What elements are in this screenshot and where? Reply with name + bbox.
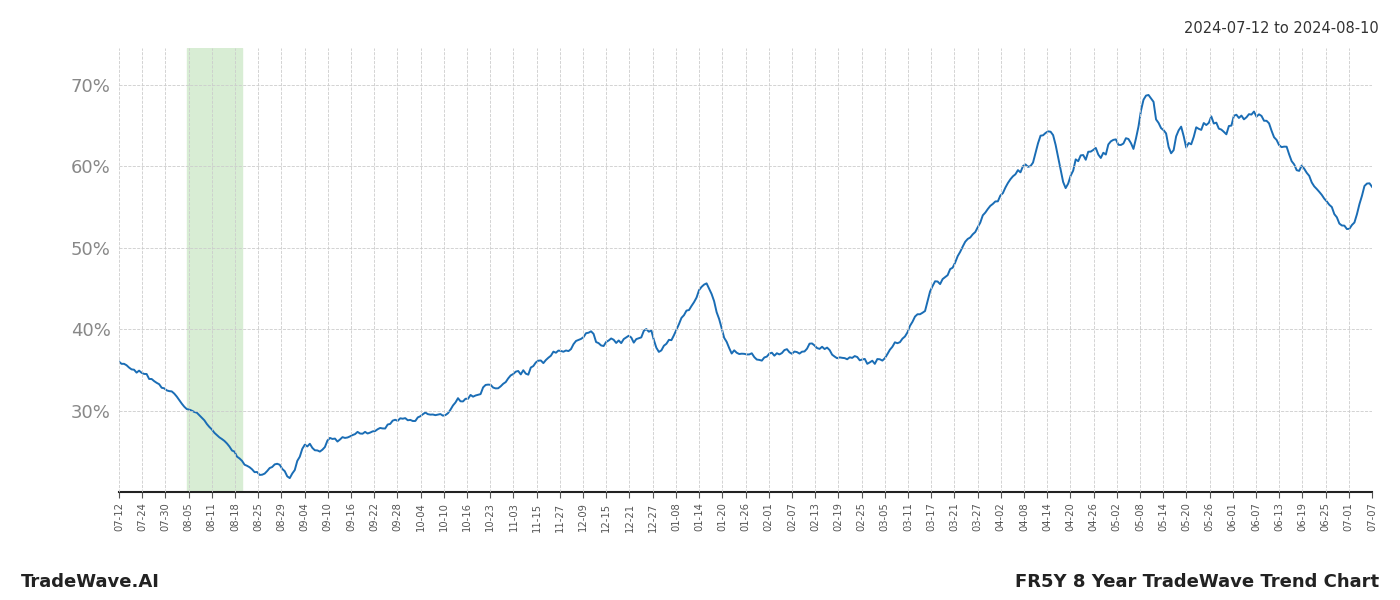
Text: 2024-07-12 to 2024-08-10: 2024-07-12 to 2024-08-10: [1184, 21, 1379, 36]
Bar: [186, 48, 242, 492]
Text: FR5Y 8 Year TradeWave Trend Chart: FR5Y 8 Year TradeWave Trend Chart: [1015, 573, 1379, 591]
Text: TradeWave.AI: TradeWave.AI: [21, 573, 160, 591]
